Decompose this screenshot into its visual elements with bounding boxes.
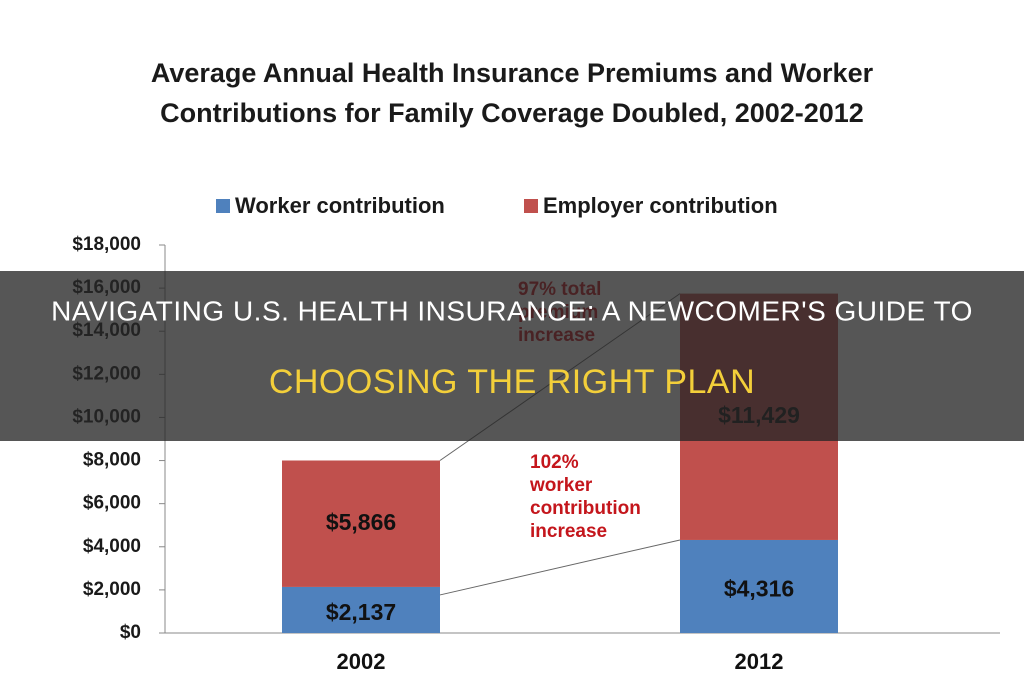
value-label: $5,866 [326,509,396,535]
y-tick-label: $18,000 [72,234,141,255]
banner-line: NAVIGATING U.S. HEALTH INSURANCE: A NEWC… [51,295,973,326]
annotation: increase [530,521,607,542]
x-tick-label: 2012 [735,649,784,674]
chart-title: Contributions for Family Coverage Double… [160,98,864,128]
annotation: worker [529,475,593,496]
connector [439,539,681,596]
value-label: $4,316 [724,576,794,602]
bar-segment [282,586,440,633]
y-tick-label: $6,000 [83,493,141,514]
x-tick-label: 2002 [337,649,386,674]
y-tick-label: $0 [120,622,141,643]
y-tick-label: $2,000 [83,579,141,600]
bar-segment [680,539,838,633]
banner [0,271,1024,441]
y-tick-label: $4,000 [83,536,141,557]
legend-label: Employer contribution [543,193,778,218]
value-label: $2,137 [326,599,396,625]
annotation: 102% [530,452,579,473]
bar-segment [282,460,440,587]
banner-line: CHOOSING THE RIGHT PLAN [269,363,755,401]
chart-title: Average Annual Health Insurance Premiums… [151,58,874,88]
y-tick-label: $8,000 [83,450,141,471]
legend-swatch [216,199,230,213]
annotation: contribution [530,498,641,519]
legend-label: Worker contribution [235,193,445,218]
legend-swatch [524,199,538,213]
